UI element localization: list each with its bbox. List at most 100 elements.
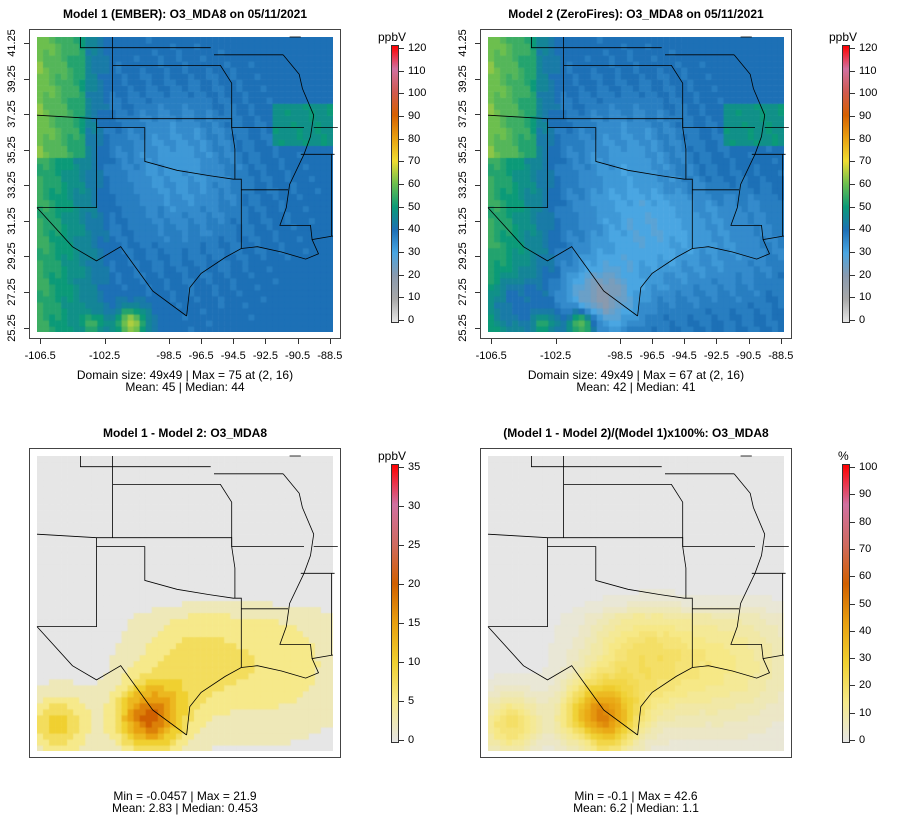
colorbar-tick	[399, 48, 404, 49]
colorbar-tick-label: 70	[859, 155, 872, 168]
colorbar-tick	[399, 229, 404, 231]
colorbar-tick-label: 120	[408, 42, 427, 54]
x-axis-tick-label: -90.5	[285, 350, 311, 362]
y-axis-tick-label: 39.25	[6, 64, 18, 93]
y-axis-tick-label: 35.25	[457, 136, 469, 164]
border-line	[487, 626, 638, 736]
colorbar-tick-label: 20	[859, 679, 872, 692]
colorbar-tick-label: 30	[859, 652, 872, 665]
colorbar-tick	[850, 297, 855, 299]
colorbar-tick-label: 110	[408, 64, 426, 77]
x-axis-tick-label: -96.5	[188, 350, 214, 362]
colorbar-tick-label: 50	[859, 597, 872, 610]
colorbar-tick-label: 120	[859, 42, 878, 54]
colorbar-tick	[850, 138, 855, 140]
y-axis-tick-label: 33.25	[6, 171, 18, 200]
map-panel: (Model 1 - Model 2)/(Model 1)x100%: O3_M…	[451, 419, 900, 839]
x-axis-tick-label: -102.5	[88, 350, 121, 362]
colorbar-tick	[399, 320, 404, 321]
y-axis-tick	[475, 327, 480, 329]
stats-line-1: Domain size: 49x49 | Max = 75 at (2, 16)	[76, 368, 294, 382]
border-line	[531, 37, 662, 49]
colorbar-tick	[399, 584, 404, 585]
colorbar-tick-label: 90	[859, 110, 872, 122]
border-line	[547, 546, 693, 668]
y-axis-tick-label: 25.25	[457, 313, 469, 342]
x-axis-tick	[168, 339, 170, 344]
colorbar-tick	[399, 161, 404, 163]
colorbar-tick-label: 70	[408, 155, 421, 168]
y-axis-tick-label: 41.25	[6, 29, 18, 57]
colorbar-tick-label: 20	[859, 268, 872, 281]
x-axis-tick-label: -90.5	[736, 350, 762, 362]
colorbar-tick-label: 20	[408, 578, 421, 590]
colorbar-tick	[850, 184, 855, 185]
y-axis-tick	[24, 327, 29, 329]
colorbar-tick	[850, 603, 855, 605]
x-axis-tick-label: -88.5	[768, 350, 794, 362]
x-axis-tick	[201, 339, 203, 344]
x-axis-tick-label: -88.5	[317, 350, 343, 362]
border-line	[563, 65, 687, 180]
colorbar-tick-label: 90	[859, 488, 872, 501]
colorbar	[391, 45, 399, 323]
border-line	[488, 118, 548, 209]
colorbar-tick-label: 15	[408, 617, 421, 629]
colorbar-tick	[399, 206, 404, 208]
y-axis-tick-label: 31.25	[6, 207, 18, 235]
x-axis-tick-label: -92.5	[703, 350, 729, 362]
colorbar-tick	[850, 467, 855, 468]
colorbar-tick-label: 50	[859, 200, 872, 213]
panel-title: Model 2 (ZeroFires): O3_MDA8 on 05/11/20…	[508, 7, 764, 21]
colorbar-tick	[850, 48, 855, 49]
state-borders	[36, 36, 338, 317]
colorbar-tick-label: 30	[859, 246, 872, 258]
y-axis-tick	[475, 292, 480, 293]
plot-frame	[480, 448, 792, 758]
colorbar	[842, 464, 850, 743]
x-axis-tick	[619, 339, 621, 344]
colorbar-tick	[399, 662, 404, 663]
x-axis-tick	[104, 339, 106, 344]
y-axis-tick-label: 25.25	[6, 313, 18, 342]
border-line	[563, 484, 687, 599]
border-line	[36, 207, 187, 317]
colorbar-tick	[399, 623, 404, 624]
colorbar-tick	[399, 93, 404, 95]
stats-line-2: Mean: 42 | Median: 41	[576, 380, 696, 394]
colorbar-unit: ppbV	[378, 449, 407, 463]
heatmap-grid	[37, 37, 333, 332]
colorbar-tick	[850, 712, 855, 714]
colorbar-tick-label: 110	[859, 64, 877, 77]
colorbar-tick	[399, 116, 404, 117]
x-axis-tick	[297, 339, 299, 344]
colorbar-tick-label: 80	[408, 132, 421, 145]
x-axis-tick-label: -92.5	[252, 350, 278, 362]
x-axis-tick	[40, 339, 42, 344]
colorbar-tick-label: 60	[859, 178, 872, 190]
colorbar-tick-label: 20	[408, 268, 421, 281]
stats-line-2: Mean: 45 | Median: 44	[125, 380, 245, 394]
x-axis-tick	[491, 339, 493, 344]
colorbar-unit: ppbV	[378, 30, 407, 44]
colorbar-tick-label: 90	[408, 110, 421, 122]
colorbar-tick-label: 30	[408, 246, 421, 258]
border-line	[112, 484, 236, 599]
heatmap-grid	[37, 456, 333, 751]
colorbar-tick-label: 100	[408, 87, 427, 100]
colorbar-tick-label: 10	[408, 291, 421, 304]
x-axis-tick-label: -106.5	[24, 350, 56, 362]
colorbar-tick-label: 100	[859, 461, 878, 473]
colorbar-tick-label: 25	[408, 539, 421, 551]
colorbar-tick-label: 10	[859, 291, 872, 304]
y-axis-tick-label: 33.25	[457, 171, 469, 200]
colorbar-tick	[850, 630, 855, 632]
y-axis-tick-label: 37.25	[6, 100, 18, 129]
y-axis-tick	[24, 220, 29, 222]
plot-frame	[29, 29, 341, 339]
border-line	[531, 456, 662, 468]
x-axis-tick	[329, 339, 331, 344]
colorbar-tick	[399, 70, 404, 72]
y-axis-tick	[24, 43, 29, 45]
